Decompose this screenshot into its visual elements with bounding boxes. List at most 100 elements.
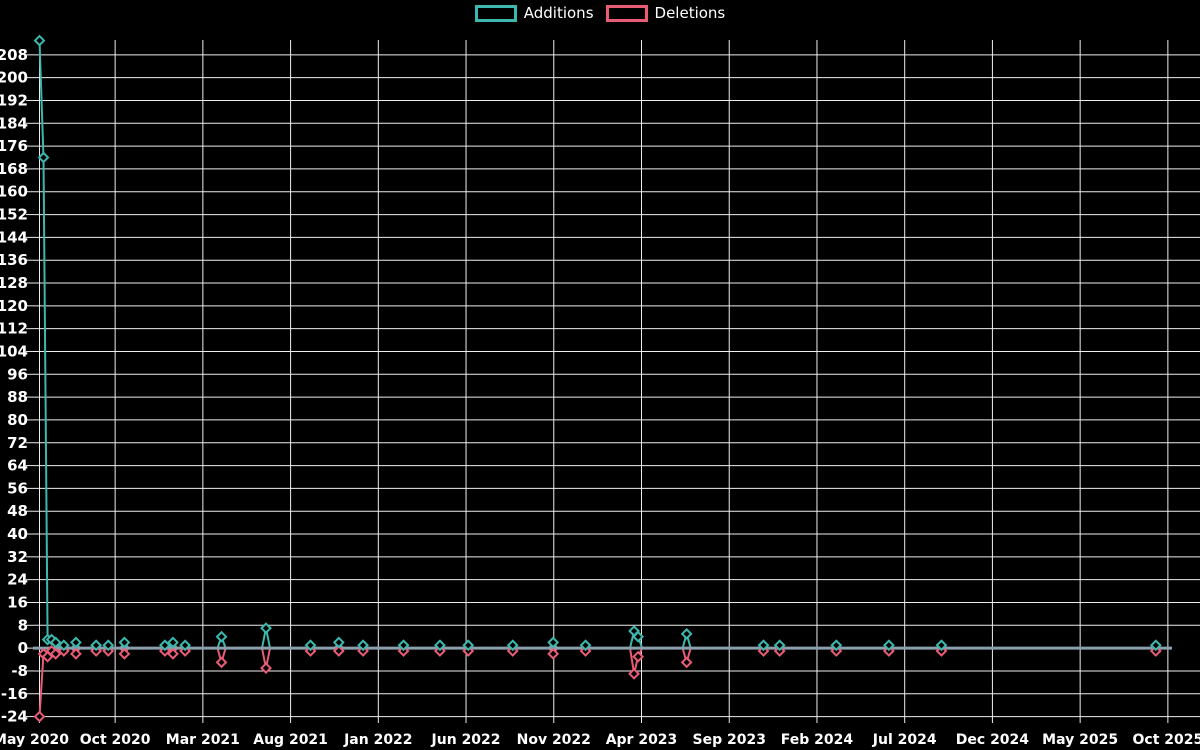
y-tick-label: 88 (7, 388, 28, 406)
x-tick-label: Jan 2022 (343, 732, 412, 748)
deletions-marker[interactable] (49, 647, 62, 660)
additions-marker[interactable] (506, 639, 519, 652)
y-tick-label: 24 (7, 571, 28, 589)
x-tick-label: Oct 2020 (80, 732, 151, 748)
legend-item-deletions[interactable]: Deletions (605, 4, 726, 22)
x-tick-label: Jul 2024 (872, 732, 937, 748)
additions-marker[interactable] (90, 639, 103, 652)
additions-swatch-icon (474, 5, 517, 22)
x-tick-labels: May 2020 Oct 2020 Mar 2021 Aug 2021 Jan 2022… (0, 732, 1200, 748)
additions-marker[interactable] (57, 639, 70, 652)
x-tick-label: Aug 2021 (253, 732, 328, 748)
deletions-swatch-icon (605, 5, 648, 22)
deletions-legend-label: Deletions (654, 4, 726, 22)
y-tick-label: 176 (0, 137, 28, 155)
additions-marker[interactable] (215, 630, 228, 643)
additions-marker[interactable] (260, 622, 272, 635)
additions-markers[interactable] (33, 34, 1162, 652)
additions-marker[interactable] (167, 636, 179, 649)
additions-marker[interactable] (935, 639, 948, 652)
x-gridlines (39, 40, 1169, 723)
deletions-marker[interactable] (628, 667, 640, 680)
additions-marker[interactable] (882, 639, 895, 652)
additions-marker[interactable] (434, 639, 446, 652)
deletions-marker[interactable] (167, 647, 179, 660)
y-tick-label: 96 (7, 365, 28, 383)
additions-marker[interactable] (397, 639, 410, 652)
additions-legend-label: Additions (523, 4, 594, 22)
deletions-marker[interactable] (680, 656, 693, 669)
y-tick-label: 144 (0, 228, 28, 246)
y-tick-label: 104 (0, 342, 28, 360)
y-tick-label: 152 (0, 206, 28, 224)
additions-marker[interactable] (579, 639, 592, 652)
additions-marker[interactable] (49, 636, 62, 649)
additions-marker[interactable] (37, 151, 50, 164)
deletions-line[interactable] (38, 646, 1173, 717)
additions-marker[interactable] (118, 636, 131, 649)
y-gridlines (26, 54, 1200, 718)
y-tick-label: 128 (0, 274, 28, 292)
x-tick-label: Dec 2024 (956, 732, 1030, 748)
additions-marker[interactable] (757, 639, 770, 652)
additions-marker[interactable] (632, 630, 645, 643)
legend-item-additions[interactable]: Additions (474, 4, 594, 22)
additions-marker[interactable] (357, 639, 369, 652)
x-tick-label: Apr 2023 (606, 732, 678, 748)
y-tick-label: 32 (7, 548, 28, 566)
additions-marker[interactable] (332, 636, 345, 649)
y-tick-label: 120 (0, 297, 28, 315)
additions-marker[interactable] (773, 639, 786, 652)
y-tick-label: -8 (11, 662, 28, 680)
y-tick-label: 48 (7, 502, 28, 520)
y-tick-label: 136 (0, 251, 28, 269)
y-tick-label: 200 (0, 69, 28, 87)
additions-marker[interactable] (304, 639, 317, 652)
additions-marker[interactable] (158, 639, 171, 652)
deletions-marker[interactable] (632, 650, 645, 663)
deletions-marker[interactable] (332, 645, 345, 657)
x-tick-label: Jun 2022 (431, 732, 501, 748)
y-tick-label: 192 (0, 91, 28, 109)
x-tick-label: May 2020 (0, 732, 69, 748)
x-tick-label: May 2025 (1042, 732, 1118, 748)
additions-marker[interactable] (179, 639, 192, 652)
additions-marker[interactable] (830, 639, 843, 652)
y-tick-label: -16 (1, 685, 28, 703)
additions-marker[interactable] (102, 639, 115, 652)
additions-marker[interactable] (547, 636, 560, 649)
deletions-marker[interactable] (260, 662, 272, 675)
y-tick-label: 40 (7, 525, 28, 543)
x-tick-label: Nov 2022 (517, 732, 591, 748)
deletions-marker[interactable] (33, 710, 46, 723)
y-tick-label: 184 (0, 114, 28, 132)
deletions-markers[interactable] (33, 645, 1162, 723)
y-tick-label: 8 (18, 616, 28, 634)
additions-marker[interactable] (69, 636, 82, 649)
y-tick-label: 0 (18, 639, 28, 657)
additions-marker[interactable] (1149, 639, 1162, 652)
deletions-marker[interactable] (547, 647, 560, 660)
x-tick-label: Feb 2024 (781, 732, 854, 748)
deletions-marker[interactable] (215, 656, 228, 669)
y-tick-label: 56 (7, 479, 28, 497)
x-tick-label: Mar 2021 (166, 732, 240, 748)
y-tick-label: 16 (7, 593, 28, 611)
legend: Additions Deletions (0, 5, 1200, 22)
additions-marker[interactable] (680, 627, 693, 640)
deletions-marker[interactable] (69, 647, 82, 660)
deletions-marker[interactable] (118, 647, 131, 660)
y-tick-labels: -24 -16 -8 0 8 16 24 32 40 48 56 64 72 80 88 96 104 112 12… (0, 46, 28, 726)
x-tick-label: Oct 2025 (1133, 732, 1200, 748)
y-tick-label: 72 (7, 434, 28, 452)
y-tick-label: 208 (0, 46, 28, 64)
y-tick-label: 64 (7, 457, 28, 475)
additions-marker[interactable] (33, 34, 46, 47)
y-tick-label: 112 (0, 320, 28, 338)
y-tick-label: -24 (1, 708, 28, 726)
y-tick-label: 160 (0, 183, 28, 201)
y-tick-label: 80 (7, 411, 28, 429)
additions-marker[interactable] (462, 639, 475, 652)
